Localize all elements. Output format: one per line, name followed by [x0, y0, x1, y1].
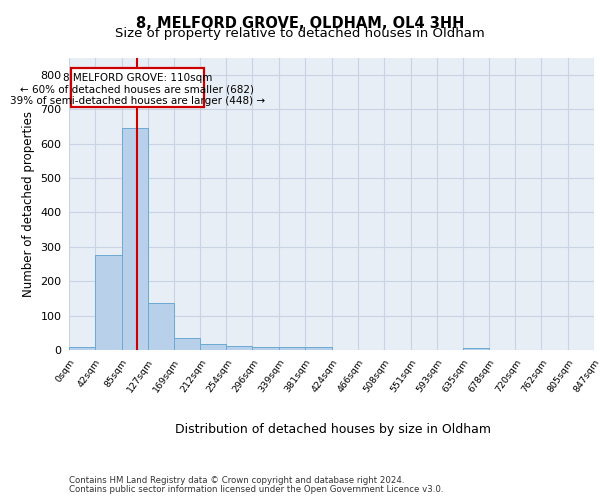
Text: 8 MELFORD GROVE: 110sqm: 8 MELFORD GROVE: 110sqm — [63, 74, 212, 84]
Bar — [122, 128, 148, 350]
Text: Contains public sector information licensed under the Open Government Licence v3: Contains public sector information licen… — [69, 485, 443, 494]
Bar — [95, 256, 122, 350]
Text: Size of property relative to detached houses in Oldham: Size of property relative to detached ho… — [115, 27, 485, 40]
Bar — [279, 347, 305, 350]
Text: 8, MELFORD GROVE, OLDHAM, OL4 3HH: 8, MELFORD GROVE, OLDHAM, OL4 3HH — [136, 16, 464, 31]
FancyBboxPatch shape — [71, 68, 204, 108]
Bar — [174, 338, 200, 350]
Y-axis label: Number of detached properties: Number of detached properties — [22, 111, 35, 296]
Text: ← 60% of detached houses are smaller (682): ← 60% of detached houses are smaller (68… — [20, 84, 254, 94]
Bar — [200, 344, 226, 350]
Bar — [253, 346, 279, 350]
Text: Contains HM Land Registry data © Crown copyright and database right 2024.: Contains HM Land Registry data © Crown c… — [69, 476, 404, 485]
Bar — [69, 347, 95, 350]
Text: 39% of semi-detached houses are larger (448) →: 39% of semi-detached houses are larger (… — [10, 96, 265, 106]
Bar — [148, 302, 174, 350]
Bar — [463, 348, 489, 350]
Bar — [305, 346, 332, 350]
Text: Distribution of detached houses by size in Oldham: Distribution of detached houses by size … — [175, 422, 491, 436]
Bar — [226, 346, 253, 350]
